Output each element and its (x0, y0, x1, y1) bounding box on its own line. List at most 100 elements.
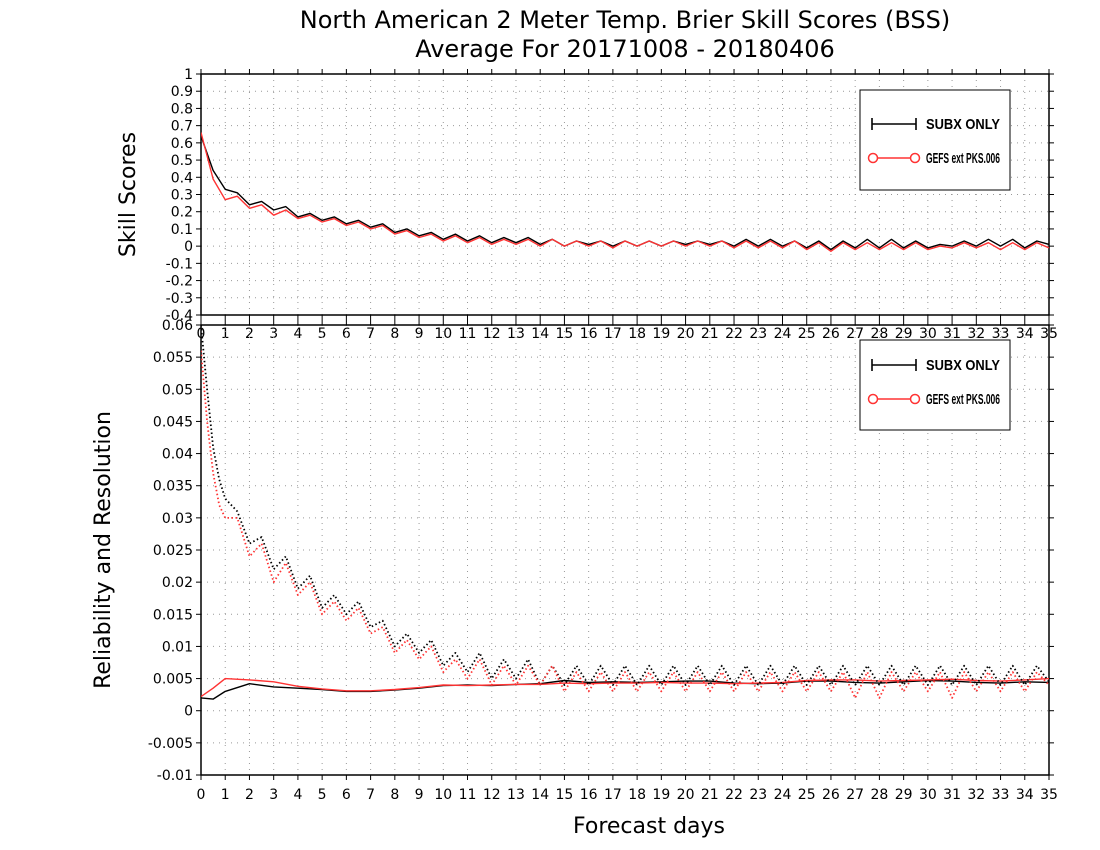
legend: SUBX ONLY GEFS ext PKS.006 (859, 339, 1011, 431)
y-tick-label: 0.02 (162, 575, 193, 591)
y-tick-label: -0.4 (166, 308, 193, 324)
chart-title-line1: North American 2 Meter Temp. Brier Skill… (300, 6, 950, 34)
y-tick-label: 0.015 (153, 607, 193, 623)
y-tick-label: 0.04 (162, 447, 193, 463)
x-tick-label: 31 (943, 326, 961, 342)
y-tick-label: 0.8 (171, 101, 193, 117)
y-tick-label: 0.5 (171, 153, 193, 169)
x-tick-label: 10 (434, 787, 452, 803)
y-tick-label: 0.1 (171, 222, 193, 238)
x-tick-label: 7 (366, 787, 375, 803)
y-tick-label: 0.7 (171, 119, 193, 135)
x-tick-label: 33 (992, 326, 1010, 342)
x-tick-label: 11 (459, 787, 477, 803)
x-tick-label: 23 (749, 787, 767, 803)
y-axis-label: Skill Scores (116, 132, 141, 257)
x-tick-label: 12 (483, 326, 501, 342)
x-tick-label: 16 (580, 787, 598, 803)
x-tick-label: 14 (531, 787, 549, 803)
y-tick-label: -0.2 (166, 274, 193, 290)
x-tick-label: 27 (846, 787, 864, 803)
legend-marker-circle (909, 152, 921, 164)
x-tick-label: 30 (919, 787, 937, 803)
x-tick-label: 18 (628, 787, 646, 803)
panel-1: 0.060.0550.050.0450.040.0350.030.0250.02… (91, 318, 1058, 839)
x-tick-label: 1 (221, 787, 230, 803)
series-gefs-line (201, 677, 1049, 698)
plot-frame (200, 73, 1050, 316)
x-tick-label: 8 (390, 787, 399, 803)
plot-frame (200, 324, 1050, 776)
y-tick-label: 0.6 (171, 136, 193, 152)
x-tick-label: 2 (245, 787, 254, 803)
x-tick-label: 3 (269, 787, 278, 803)
legend-marker-circle (867, 393, 879, 405)
x-tick-label: 12 (483, 787, 501, 803)
x-tick-label: 29 (895, 787, 913, 803)
x-tick-label: 28 (870, 787, 888, 803)
x-axis-label: Forecast days (573, 814, 725, 839)
x-tick-label: 17 (604, 326, 622, 342)
y-tick-label: 0.03 (162, 511, 193, 527)
x-tick-label: 18 (628, 326, 646, 342)
y-tick-label: -0.3 (166, 291, 193, 307)
x-tick-label: 6 (342, 326, 351, 342)
x-tick-label: 25 (798, 787, 816, 803)
x-tick-label: 26 (822, 326, 840, 342)
x-tick-label: 32 (967, 787, 985, 803)
x-tick-label: 10 (434, 326, 452, 342)
x-tick-label: 7 (366, 326, 375, 342)
legend-label: GEFS ext PKS.006 (926, 150, 1000, 167)
y-tick-label: 0.3 (171, 188, 193, 204)
x-tick-label: 34 (1016, 787, 1034, 803)
x-tick-label: 29 (895, 326, 913, 342)
x-tick-label: 0 (197, 787, 206, 803)
x-tick-label: 5 (318, 326, 327, 342)
x-tick-label: 8 (390, 326, 399, 342)
x-tick-label: 23 (749, 326, 767, 342)
x-tick-label: 22 (725, 326, 743, 342)
legend-label: SUBX ONLY (926, 116, 1000, 133)
x-tick-label: 11 (459, 326, 477, 342)
x-tick-label: 20 (677, 787, 695, 803)
chart-title-line2: Average For 20171008 - 20180406 (415, 35, 835, 63)
x-tick-label: 19 (652, 787, 670, 803)
x-tick-label: 32 (967, 326, 985, 342)
x-tick-label: 25 (798, 326, 816, 342)
y-tick-label: 0.005 (153, 672, 193, 688)
x-tick-label: 24 (774, 326, 792, 342)
y-tick-label: -0.005 (148, 736, 193, 752)
x-tick-label: 9 (415, 787, 424, 803)
series-gefs-dotted (201, 350, 1049, 699)
x-tick-label: 24 (774, 787, 792, 803)
legend-box (859, 339, 1011, 431)
y-tick-label: 0.05 (162, 382, 193, 398)
x-tick-label: 13 (507, 326, 525, 342)
y-tick-label: 0.9 (171, 84, 193, 100)
x-tick-label: 20 (677, 326, 695, 342)
y-tick-label: 0.4 (171, 170, 193, 186)
x-tick-label: 27 (846, 326, 864, 342)
x-tick-label: 9 (415, 326, 424, 342)
y-tick-label: 0.01 (162, 639, 193, 655)
series-subx-dotted (201, 325, 1049, 686)
y-tick-label: 0.06 (162, 318, 193, 334)
x-tick-label: 14 (531, 326, 549, 342)
panel-0: 10.90.80.70.60.50.40.30.20.10-0.1-0.2-0.… (116, 67, 1058, 342)
x-tick-label: 31 (943, 787, 961, 803)
y-tick-label: -0.01 (157, 768, 193, 784)
x-tick-label: 19 (652, 326, 670, 342)
y-tick-label: 0 (184, 239, 193, 255)
legend-label: GEFS ext PKS.006 (926, 391, 1000, 408)
x-tick-label: 16 (580, 326, 598, 342)
legend-marker-circle (867, 152, 879, 164)
x-tick-label: 4 (293, 326, 302, 342)
x-tick-label: 22 (725, 787, 743, 803)
x-tick-label: 1 (221, 326, 230, 342)
x-tick-label: 15 (556, 326, 574, 342)
legend-box (859, 89, 1011, 191)
x-tick-label: 17 (604, 787, 622, 803)
y-tick-label: -0.1 (166, 256, 193, 272)
x-tick-label: 2 (245, 326, 254, 342)
